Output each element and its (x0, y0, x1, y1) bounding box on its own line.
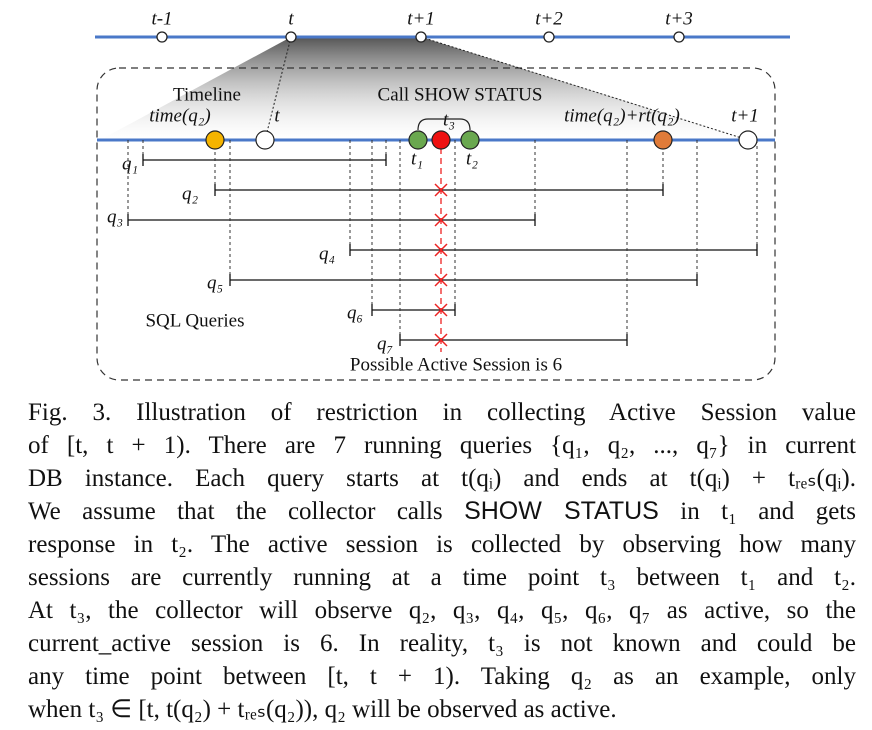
timepoint-label: t-1 (151, 8, 172, 29)
query-label: q₃ (107, 206, 123, 227)
zoom-fan (100, 37, 750, 140)
cross (434, 243, 448, 257)
caption-line: any time point between [t, t + 1). Takin… (28, 663, 856, 690)
cross (434, 333, 448, 347)
caption-text: SHOW STATUS (464, 497, 659, 525)
t2-label: t₂ (466, 148, 478, 169)
query-label: q₆ (347, 302, 363, 323)
caption-line: At t₃, the collector will observe q₂, q₃… (28, 597, 856, 624)
timeline-label: Timeline (173, 84, 241, 105)
query-label: q₅ (207, 272, 223, 293)
query-label: q₁ (122, 153, 138, 174)
caption: Fig. 3. Illustration of restriction in c… (28, 396, 856, 726)
timepoint (653, 130, 673, 150)
detail-box (96, 67, 776, 381)
t-plus-1-label: t+1 (731, 105, 759, 126)
timepoint-label: t+3 (665, 8, 693, 29)
call-label: Call SHOW STATUS (378, 84, 543, 105)
possible-label: Possible Active Session is 6 (350, 354, 562, 375)
timepoint (431, 130, 451, 150)
timepoint-label: t+2 (535, 8, 563, 29)
caption-line: Fig. 3. Illustration of restriction in c… (28, 399, 856, 426)
query-label: q₇ (377, 333, 394, 354)
query-label: q₂ (182, 183, 199, 204)
caption-line: response in t₂. The active session is co… (28, 531, 856, 558)
sql-label: SQL Queries (145, 310, 244, 331)
timepoint (408, 130, 428, 150)
zoom-line (420, 36, 749, 141)
timepoint (255, 130, 275, 150)
timepoint (205, 130, 225, 150)
caption-line: when t₃ ∈ [t, t(q₂) + tᵣₑₛ(q₂)), q₂ will… (28, 696, 617, 723)
cross (434, 213, 448, 227)
caption-line: We assume that the collector calls SHOW … (28, 495, 856, 528)
caption-text: in t₁ and gets (658, 498, 856, 525)
time-q2-label: time(q₂) (149, 105, 210, 126)
caption-line: DB instance. Each query starts at t(qᵢ) … (28, 465, 856, 492)
timepoint (156, 31, 168, 43)
timepoint (285, 31, 297, 43)
cross (434, 303, 448, 317)
layer: t-1 t t+1 t+2 t+3 q₁ q₂ q₃ q₄ q₅ q₆ q₇ Timeline Call … (107, 8, 759, 375)
caption-line: sessions are currently running at a time… (28, 564, 856, 591)
figure: t-1 t t+1 t+2 t+3 q₁ q₂ q₃ q₄ q₅ q₆ q₇ Timeline Call … (95, 8, 790, 381)
caption-line: of [t, t + 1). There are 7 running queri… (28, 432, 856, 459)
timepoint-label: t+1 (407, 8, 435, 29)
timepoint (738, 130, 758, 150)
zoom-line (264, 36, 292, 141)
t-label: t (274, 105, 280, 126)
caption-text: We assume that the collector calls (28, 498, 465, 525)
t1-label: t₁ (411, 148, 423, 169)
caption-line: current_active session is 6. In reality,… (28, 630, 856, 657)
time-end-label: time(q₂)+rt(q₂) (564, 105, 680, 126)
timepoint-label: t (288, 8, 294, 29)
timepoint (673, 31, 685, 43)
cross (434, 183, 448, 197)
brace (417, 118, 471, 131)
cross (434, 273, 448, 287)
timepoint (543, 31, 555, 43)
query-label: q₄ (319, 243, 335, 264)
timepoint (460, 130, 480, 150)
timepoint (415, 31, 427, 43)
t3-label: t₃ (443, 109, 455, 130)
